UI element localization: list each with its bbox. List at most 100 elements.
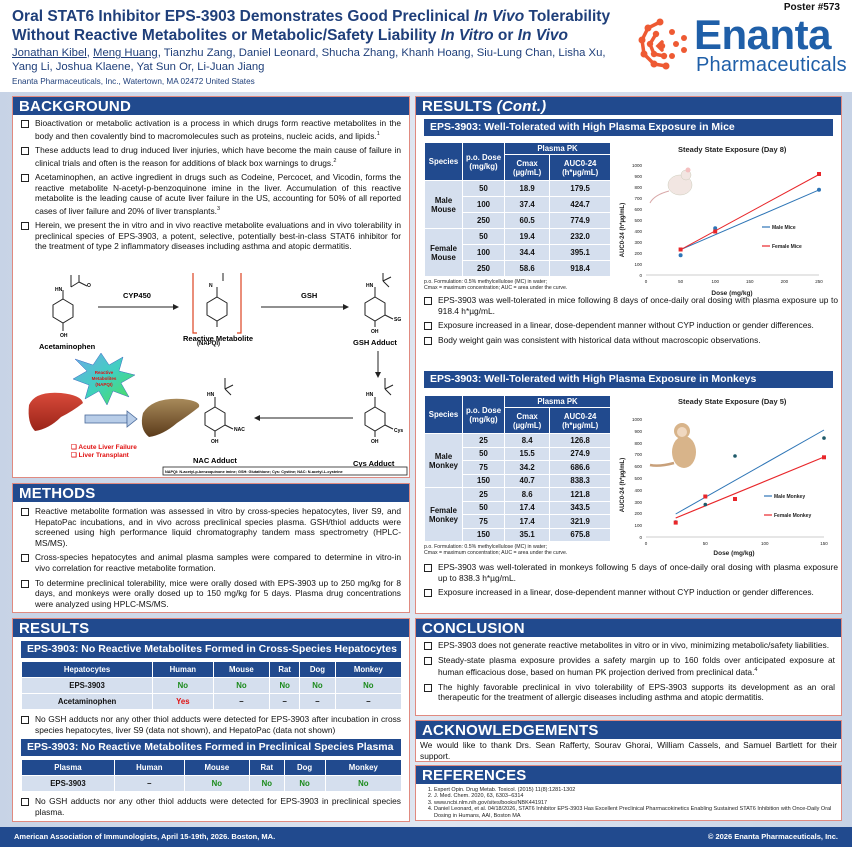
mice-bullet: EPS-3903 was well-tolerated in mice foll… <box>418 295 838 316</box>
svg-text:300: 300 <box>634 500 642 505</box>
monkeys-pk-table: Species p.o. Dose (mg/kg) Plasma PK Cmax… <box>424 395 611 542</box>
author-list: Jonathan Kibel, Meng Huang, Tianzhu Zang… <box>12 47 606 73</box>
svg-text:250: 250 <box>815 279 823 284</box>
section-heading: ACKNOWLEDGEMENTS <box>416 721 841 739</box>
napqi-structure-icon <box>192 273 242 334</box>
section-heading: RESULTS (Cont.) <box>416 97 841 115</box>
svg-text:HN: HN <box>366 283 374 289</box>
svg-text:❏ Liver Transplant: ❏ Liver Transplant <box>71 451 130 459</box>
svg-text:HN: HN <box>55 287 63 293</box>
svg-text:300: 300 <box>634 240 642 245</box>
monkey-illustration-icon <box>649 423 696 468</box>
monkeys-bullet: Exposure increased in a linear, dose-dep… <box>418 587 838 598</box>
svg-text:100: 100 <box>761 541 769 546</box>
table-row: Male Mouse 50 18.9 179.5 <box>424 180 611 229</box>
svg-text:100: 100 <box>634 523 642 528</box>
conference-info: American Association of Immunologists, A… <box>14 832 276 841</box>
svg-text:150: 150 <box>820 541 828 546</box>
svg-text:400: 400 <box>634 229 642 234</box>
svg-text:Male Mice: Male Mice <box>772 225 796 231</box>
affiliation: Enanta Pharmaceuticals, Inc., Watertown,… <box>12 77 255 86</box>
healthy-liver-icon <box>28 392 84 431</box>
mice-chart-title: Steady State Exposure (Day 8) <box>678 145 787 154</box>
svg-text:1000: 1000 <box>632 417 643 422</box>
reactive-metabolites-burst-icon <box>72 352 136 406</box>
reactive-metabolite-label: Reactive Metabolite <box>183 334 253 343</box>
svg-text:0: 0 <box>645 541 648 546</box>
table-row: Male Monkey 25 8.4 126.8 <box>424 433 611 488</box>
table-row: Female Mouse 50 19.4 232.0 <box>424 228 611 277</box>
svg-text:100: 100 <box>711 279 719 284</box>
svg-text:NAC: NAC <box>234 427 245 433</box>
reference-item: www.ncbi.nlm.nih.gov/sites/books/NBK4419… <box>434 800 833 806</box>
reference-item: Daniel Leonard, et al. 04/18/2026, STAT6… <box>434 806 833 819</box>
monkeys-chart-title: Steady State Exposure (Day 5) <box>678 397 787 406</box>
table-row: 250 58.6 918.4 <box>425 260 611 277</box>
svg-text:0: 0 <box>639 273 642 278</box>
svg-text:200: 200 <box>634 511 642 516</box>
poster-footer: American Association of Immunologists, A… <box>0 827 852 847</box>
monkeys-exposure-chart: AUC0-24 (h*µg/mL) 0100200300400500600700… <box>620 417 828 557</box>
author-presenting: Jonathan Kibel <box>12 47 87 59</box>
svg-text:50: 50 <box>703 541 709 546</box>
svg-text:800: 800 <box>634 441 642 446</box>
svg-text:Cys: Cys <box>394 428 403 434</box>
logo-subtitle: Pharmaceuticals <box>696 54 847 76</box>
svg-text:O: O <box>87 283 91 289</box>
reference-item: J. Med. Chem. 2020, 63, 6303−6314 <box>434 793 833 799</box>
table-row: Female Monkey 25 8.6 121.8 <box>424 487 611 542</box>
svg-text:50: 50 <box>678 279 684 284</box>
monkeys-bullet: EPS-3903 was well-tolerated in monkeys f… <box>418 562 838 583</box>
abbreviation-legend: NAPQI: N-acetyl-p-benzoquinone imine; GS… <box>165 470 343 474</box>
gsh-adduct-label: GSH Adduct <box>353 338 397 347</box>
references-section: REFERENCES Expert Opin. Drug Metab. Toxi… <box>415 765 842 821</box>
mice-bullet: Exposure increased in a linear, dose-dep… <box>418 320 838 331</box>
poster-number: Poster #573 <box>783 2 840 13</box>
nac-adduct-label: NAC Adduct <box>193 456 237 465</box>
section-heading: METHODS <box>13 484 409 502</box>
svg-text:OH: OH <box>60 333 68 339</box>
svg-text:200: 200 <box>781 279 789 284</box>
svg-text:HN: HN <box>366 392 374 398</box>
logo-wordmark: Enanta <box>694 11 832 58</box>
background-section: BACKGROUND Bioactivation or metabolic ac… <box>12 96 410 478</box>
svg-text:OH: OH <box>211 439 219 445</box>
table-row: 75 34.2 686.6 <box>425 460 611 475</box>
poster-title: Oral STAT6 Inhibitor EPS-3903 Demonstrat… <box>12 8 611 44</box>
table-row: 50 15.5 274.9 <box>425 446 611 461</box>
hepatocytes-note: No GSH adducts nor any other thiol adduc… <box>15 714 401 735</box>
author-presenting: Meng Huang <box>93 47 158 59</box>
section-heading: RESULTS <box>13 619 409 637</box>
section-heading: CONCLUSION <box>416 619 841 637</box>
mice-footnote: p.o. Formulation: 0.5% methylcellulose (… <box>424 279 568 292</box>
svg-text:0: 0 <box>645 279 648 284</box>
svg-text:1000: 1000 <box>632 163 643 168</box>
svg-text:150: 150 <box>746 279 754 284</box>
table-row: 100 34.4 395.1 <box>425 244 611 261</box>
methods-bullet: To determine preclinical tolerability, m… <box>15 578 401 610</box>
damaged-liver-icon <box>141 398 200 437</box>
monkeys-subheading: EPS-3903: Well-Tolerated with High Plasm… <box>424 371 833 388</box>
svg-text:Male Monkey: Male Monkey <box>774 494 805 500</box>
svg-text:SG: SG <box>394 317 401 323</box>
svg-text:OH: OH <box>371 329 379 335</box>
svg-text:❏ Acute Liver Failure: ❏ Acute Liver Failure <box>71 443 137 451</box>
svg-text:100: 100 <box>634 262 642 267</box>
mouse-illustration-icon <box>649 167 693 204</box>
svg-text:Female Monkey: Female Monkey <box>774 513 811 519</box>
table-row: 50 17.4 343.5 <box>425 500 611 515</box>
methods-bullet: Reactive metabolite formation was assess… <box>15 506 401 548</box>
section-heading: REFERENCES <box>416 766 841 784</box>
svg-text:500: 500 <box>634 476 642 481</box>
svg-text:Dose (mg/kg): Dose (mg/kg) <box>713 550 754 557</box>
acknowledgements-section: ACKNOWLEDGEMENTS We would like to thank … <box>415 720 842 762</box>
svg-text:Dose (mg/kg): Dose (mg/kg) <box>711 290 752 297</box>
section-heading: BACKGROUND <box>13 97 409 115</box>
acetaminophen-label: Acetaminophen <box>39 342 96 351</box>
mice-pk-table: Species p.o. Dose (mg/kg) Plasma PK Cmax… <box>424 142 611 277</box>
table-row: 150 40.7 838.3 <box>425 473 611 488</box>
conclusion-section: CONCLUSION EPS-3903 does not generate re… <box>415 618 842 716</box>
cyp450-label: CYP450 <box>123 291 151 300</box>
svg-text:600: 600 <box>634 464 642 469</box>
monkeys-footnote: p.o. Formulation: 0.5% methylcellulose (… <box>424 544 568 557</box>
